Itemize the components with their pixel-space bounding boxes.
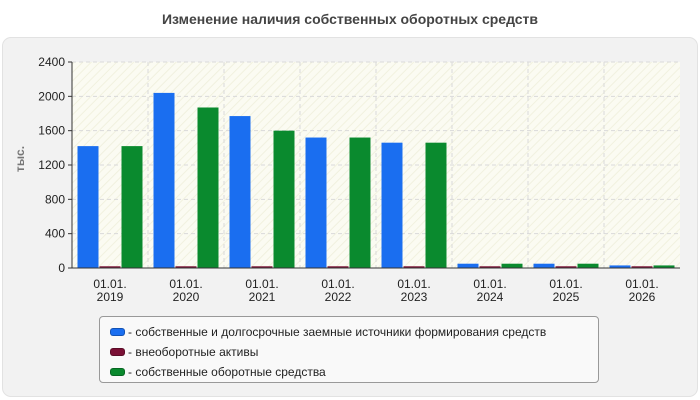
x-tick-label: 2019 xyxy=(97,290,124,304)
y-tick-label: 2400 xyxy=(38,55,65,69)
x-tick-label: 2023 xyxy=(401,290,428,304)
y-tick-label: 0 xyxy=(58,261,65,275)
y-tick-label: 800 xyxy=(45,192,65,206)
legend-label: - собственные оборотные средства xyxy=(128,365,326,379)
x-tick-label: 2024 xyxy=(477,290,504,304)
x-tick-label: 01.01. xyxy=(93,277,126,291)
bar xyxy=(153,92,175,269)
x-tick-label: 2020 xyxy=(173,290,200,304)
x-tick-label: 01.01. xyxy=(625,277,658,291)
bar xyxy=(121,146,143,268)
x-tick-label: 2021 xyxy=(249,290,276,304)
legend-item: - собственные и долгосрочные заемные ист… xyxy=(100,322,598,342)
x-tick-label: 01.01. xyxy=(397,277,430,291)
y-tick-label: 1600 xyxy=(38,124,65,138)
x-tick-label: 2022 xyxy=(325,290,352,304)
bar xyxy=(479,266,501,268)
bar xyxy=(305,137,327,268)
bar xyxy=(197,107,219,268)
y-tick-label: 2000 xyxy=(38,89,65,103)
bar xyxy=(273,130,295,268)
bar xyxy=(349,137,371,268)
legend-swatch xyxy=(110,348,125,356)
bar xyxy=(631,266,653,268)
legend: - собственные и долгосрочные заемные ист… xyxy=(99,316,599,383)
x-tick-label: 01.01. xyxy=(473,277,506,291)
x-tick-label: 2026 xyxy=(629,290,656,304)
bar xyxy=(609,265,631,268)
chart-title: Изменение наличия собственных оборотных … xyxy=(161,11,539,27)
x-tick-label: 01.01. xyxy=(169,277,202,291)
bar xyxy=(501,263,523,268)
y-axis-label: тыс. xyxy=(13,146,27,172)
legend-swatch xyxy=(110,368,125,376)
bar xyxy=(327,266,349,268)
bar xyxy=(251,266,273,268)
bar xyxy=(175,266,197,268)
bar xyxy=(403,266,425,268)
bar xyxy=(99,266,121,268)
bar xyxy=(381,142,403,268)
x-tick-label: 01.01. xyxy=(321,277,354,291)
legend-item: - собственные оборотные средства xyxy=(100,362,598,382)
bar xyxy=(653,265,675,268)
legend-label: - собственные и долгосрочные заемные ист… xyxy=(128,325,547,339)
bar xyxy=(533,263,555,268)
legend-label: - внеоборотные активы xyxy=(128,345,259,359)
legend-item: - внеоборотные активы xyxy=(100,342,598,362)
y-tick-label: 400 xyxy=(45,227,65,241)
bar xyxy=(457,263,479,268)
x-tick-label: 01.01. xyxy=(549,277,582,291)
bar xyxy=(577,263,599,268)
bar xyxy=(229,116,251,268)
bar xyxy=(425,142,447,268)
y-tick-label: 1200 xyxy=(38,158,65,172)
x-tick-label: 2025 xyxy=(553,290,580,304)
x-tick-label: 01.01. xyxy=(245,277,278,291)
bar xyxy=(77,146,99,268)
bar xyxy=(555,266,577,268)
legend-swatch xyxy=(110,328,125,336)
